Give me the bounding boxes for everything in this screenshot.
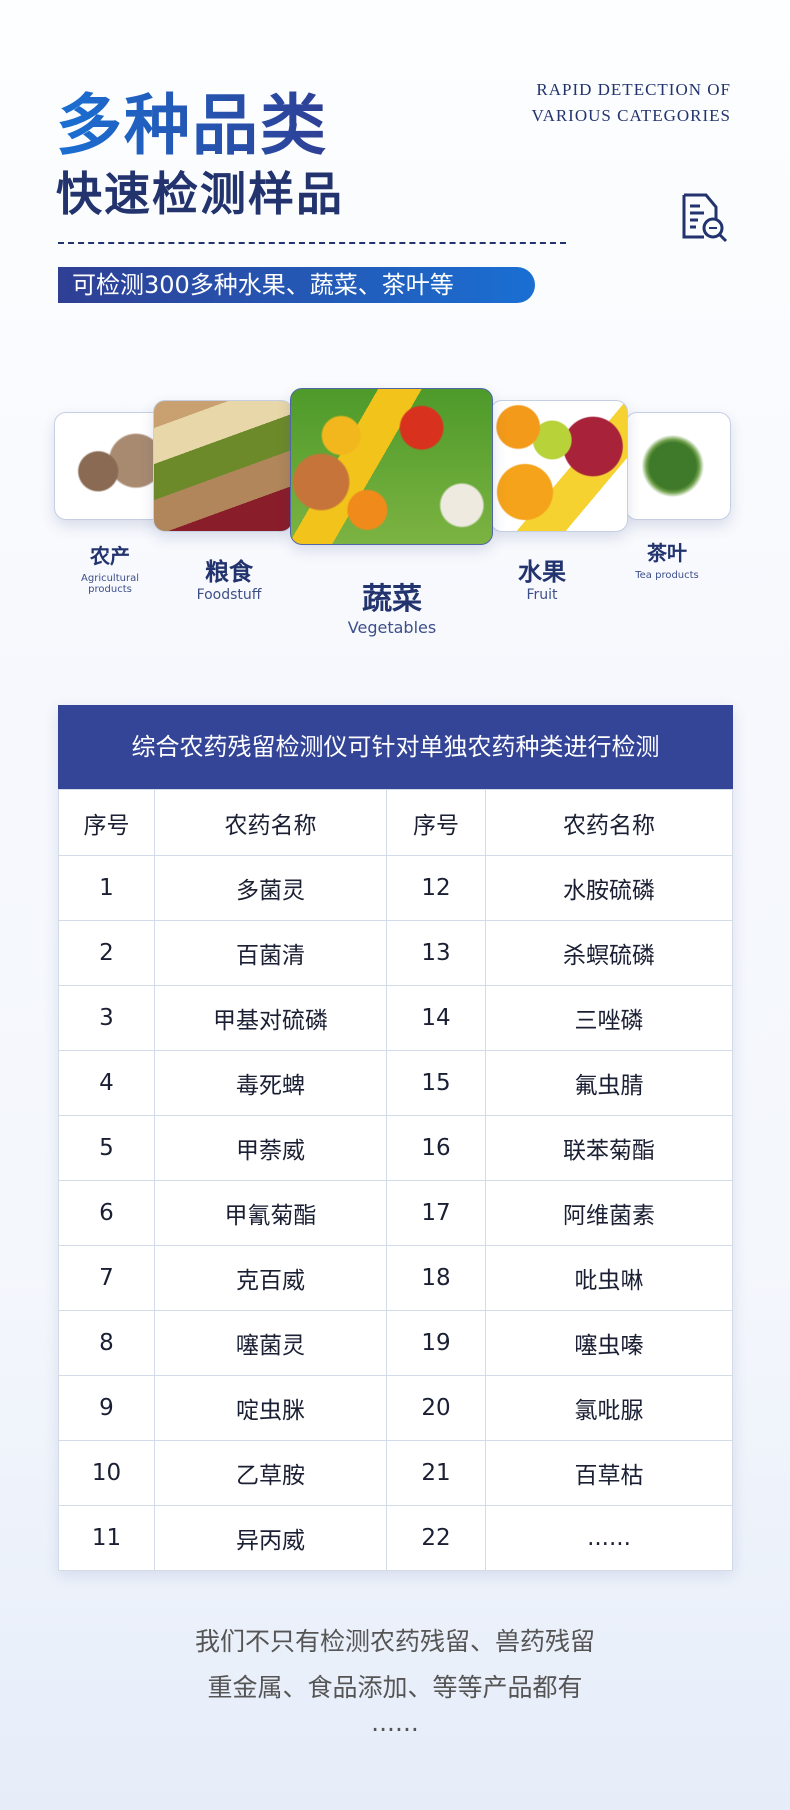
pesticide-name: 阿维菌素 xyxy=(485,1180,733,1246)
table-row: 7 克百威 18 吡虫啉 xyxy=(58,1245,733,1311)
image-vegetables xyxy=(290,388,493,545)
pesticide-name: 甲氰菊酯 xyxy=(154,1180,387,1246)
document-search-icon xyxy=(682,193,728,243)
pesticide-name: 水胺硫磷 xyxy=(485,855,733,921)
footer-line-1: 我们不只有检测农药残留、兽药残留 xyxy=(194,1627,595,1656)
pesticide-name: 联苯菊酯 xyxy=(485,1115,733,1181)
column-header: 农药名称 xyxy=(485,789,733,856)
pesticide-name: 甲基对硫磷 xyxy=(154,985,387,1051)
row-number: 20 xyxy=(386,1375,486,1441)
row-number: 13 xyxy=(386,920,486,986)
pesticide-name: 氟虫腈 xyxy=(485,1050,733,1116)
table-row: 3 甲基对硫磷 14 三唑磷 xyxy=(58,985,733,1051)
pesticide-name: 三唑磷 xyxy=(485,985,733,1051)
title-main: 多种品类 xyxy=(56,72,328,168)
image-fruit xyxy=(490,400,628,532)
row-number: 10 xyxy=(58,1440,155,1506)
column-header: 序号 xyxy=(58,789,155,856)
row-number: 21 xyxy=(386,1440,486,1506)
capability-pill: 可检测300多种水果、蔬菜、茶叶等 xyxy=(58,267,535,303)
table-row: 11 异丙威 22...... xyxy=(58,1505,733,1571)
table-row: 2 百菌清 13 杀螟硫磷 xyxy=(58,920,733,986)
footer-line-2: 重金属、食品添加、等等产品都有 xyxy=(207,1673,583,1702)
row-number: 17 xyxy=(386,1180,486,1246)
dashed-divider xyxy=(58,242,566,244)
table-row: 1 多菌灵 12 水胺硫磷 xyxy=(58,855,733,921)
pesticide-name: 克百威 xyxy=(154,1245,387,1311)
table-row: 10 乙草胺 21 百草枯 xyxy=(58,1440,733,1506)
category-vegetables: 蔬菜 Vegetables xyxy=(348,574,436,637)
pesticide-name: 毒死蜱 xyxy=(154,1050,387,1116)
category-foodstuff: 粮食 Foodstuff xyxy=(197,552,262,603)
pesticide-name: 噻菌灵 xyxy=(154,1310,387,1376)
table-row: 6 甲氰菊酯 17 阿维菌素 xyxy=(58,1180,733,1246)
row-number: 1 xyxy=(58,855,155,921)
category-tea: 茶叶 Tea products xyxy=(635,537,699,581)
table-row: 8 噻菌灵 19 噻虫嗪 xyxy=(58,1310,733,1376)
image-agricultural xyxy=(54,412,164,520)
category-english: Fruit xyxy=(526,587,558,603)
row-number: 3 xyxy=(58,985,155,1051)
category-english: Agricultural products xyxy=(81,573,139,595)
column-header: 农药名称 xyxy=(154,789,387,856)
row-number: 8 xyxy=(58,1310,155,1376)
pesticide-name: 百草枯 xyxy=(485,1440,733,1506)
table-row: 5 甲萘威 16 联苯菊酯 xyxy=(58,1115,733,1181)
category-english: Tea products xyxy=(635,570,699,581)
pesticide-name: 百菌清 xyxy=(154,920,387,986)
table-row: 4 毒死蜱 15 氟虫腈 xyxy=(58,1050,733,1116)
category-english: Foodstuff xyxy=(196,587,262,603)
image-tea xyxy=(625,412,731,520)
column-header: 序号 xyxy=(386,789,486,856)
pesticide-name: 氯吡脲 xyxy=(485,1375,733,1441)
pesticide-name: 多菌灵 xyxy=(154,855,387,921)
english-line-1: RAPID DETECTION OF xyxy=(536,80,731,99)
row-number: 18 xyxy=(386,1245,486,1311)
row-number: 19 xyxy=(386,1310,486,1376)
row-number: 12 xyxy=(386,855,486,921)
row-number: 16 xyxy=(386,1115,486,1181)
category-agricultural: 农产 Agricultural products xyxy=(75,540,145,595)
pesticide-name: 杀螟硫磷 xyxy=(485,920,733,986)
category-label: 农产 xyxy=(90,544,130,568)
row-number: 14 xyxy=(386,985,486,1051)
row-number: 9 xyxy=(58,1375,155,1441)
row-number: 22 xyxy=(386,1505,486,1571)
pesticide-name: 异丙威 xyxy=(154,1505,387,1571)
pesticide-name: 甲萘威 xyxy=(154,1115,387,1181)
table-title: 综合农药残留检测仪可针对单独农药种类进行检测 xyxy=(58,705,733,789)
title-sub: 快速检测样品 xyxy=(56,167,344,221)
category-label: 蔬菜 xyxy=(362,582,422,617)
category-english: Vegetables xyxy=(347,618,437,637)
table-header-row: 序号 农药名称 序号 农药名称 xyxy=(58,789,733,856)
row-number: 2 xyxy=(58,920,155,986)
category-label: 茶叶 xyxy=(646,541,687,565)
category-label: 粮食 xyxy=(205,558,253,586)
category-fruit: 水果 Fruit xyxy=(518,552,566,603)
row-number: 7 xyxy=(58,1245,155,1311)
pesticide-table: 综合农药残留检测仪可针对单独农药种类进行检测 序号 农药名称 序号 农药名称 1… xyxy=(58,705,733,1571)
row-number: 5 xyxy=(58,1115,155,1181)
pesticide-name: 吡虫啉 xyxy=(485,1245,733,1311)
footer-ellipsis: ...... xyxy=(371,1708,419,1737)
category-label: 水果 xyxy=(518,558,566,586)
row-number: 15 xyxy=(386,1050,486,1116)
pesticide-name: 噻虫嗪 xyxy=(485,1310,733,1376)
image-foodstuff xyxy=(153,400,293,532)
row-number: 6 xyxy=(58,1180,155,1246)
pesticide-name: ...... xyxy=(485,1505,733,1571)
row-number: 11 xyxy=(58,1505,155,1571)
pesticide-name: 啶虫脒 xyxy=(154,1375,387,1441)
pesticide-name: 乙草胺 xyxy=(154,1440,387,1506)
table-row: 9 啶虫脒 20 氯吡脲 xyxy=(58,1375,733,1441)
english-line-2: VARIOUS CATEGORIES xyxy=(531,106,731,125)
row-number: 4 xyxy=(58,1050,155,1116)
